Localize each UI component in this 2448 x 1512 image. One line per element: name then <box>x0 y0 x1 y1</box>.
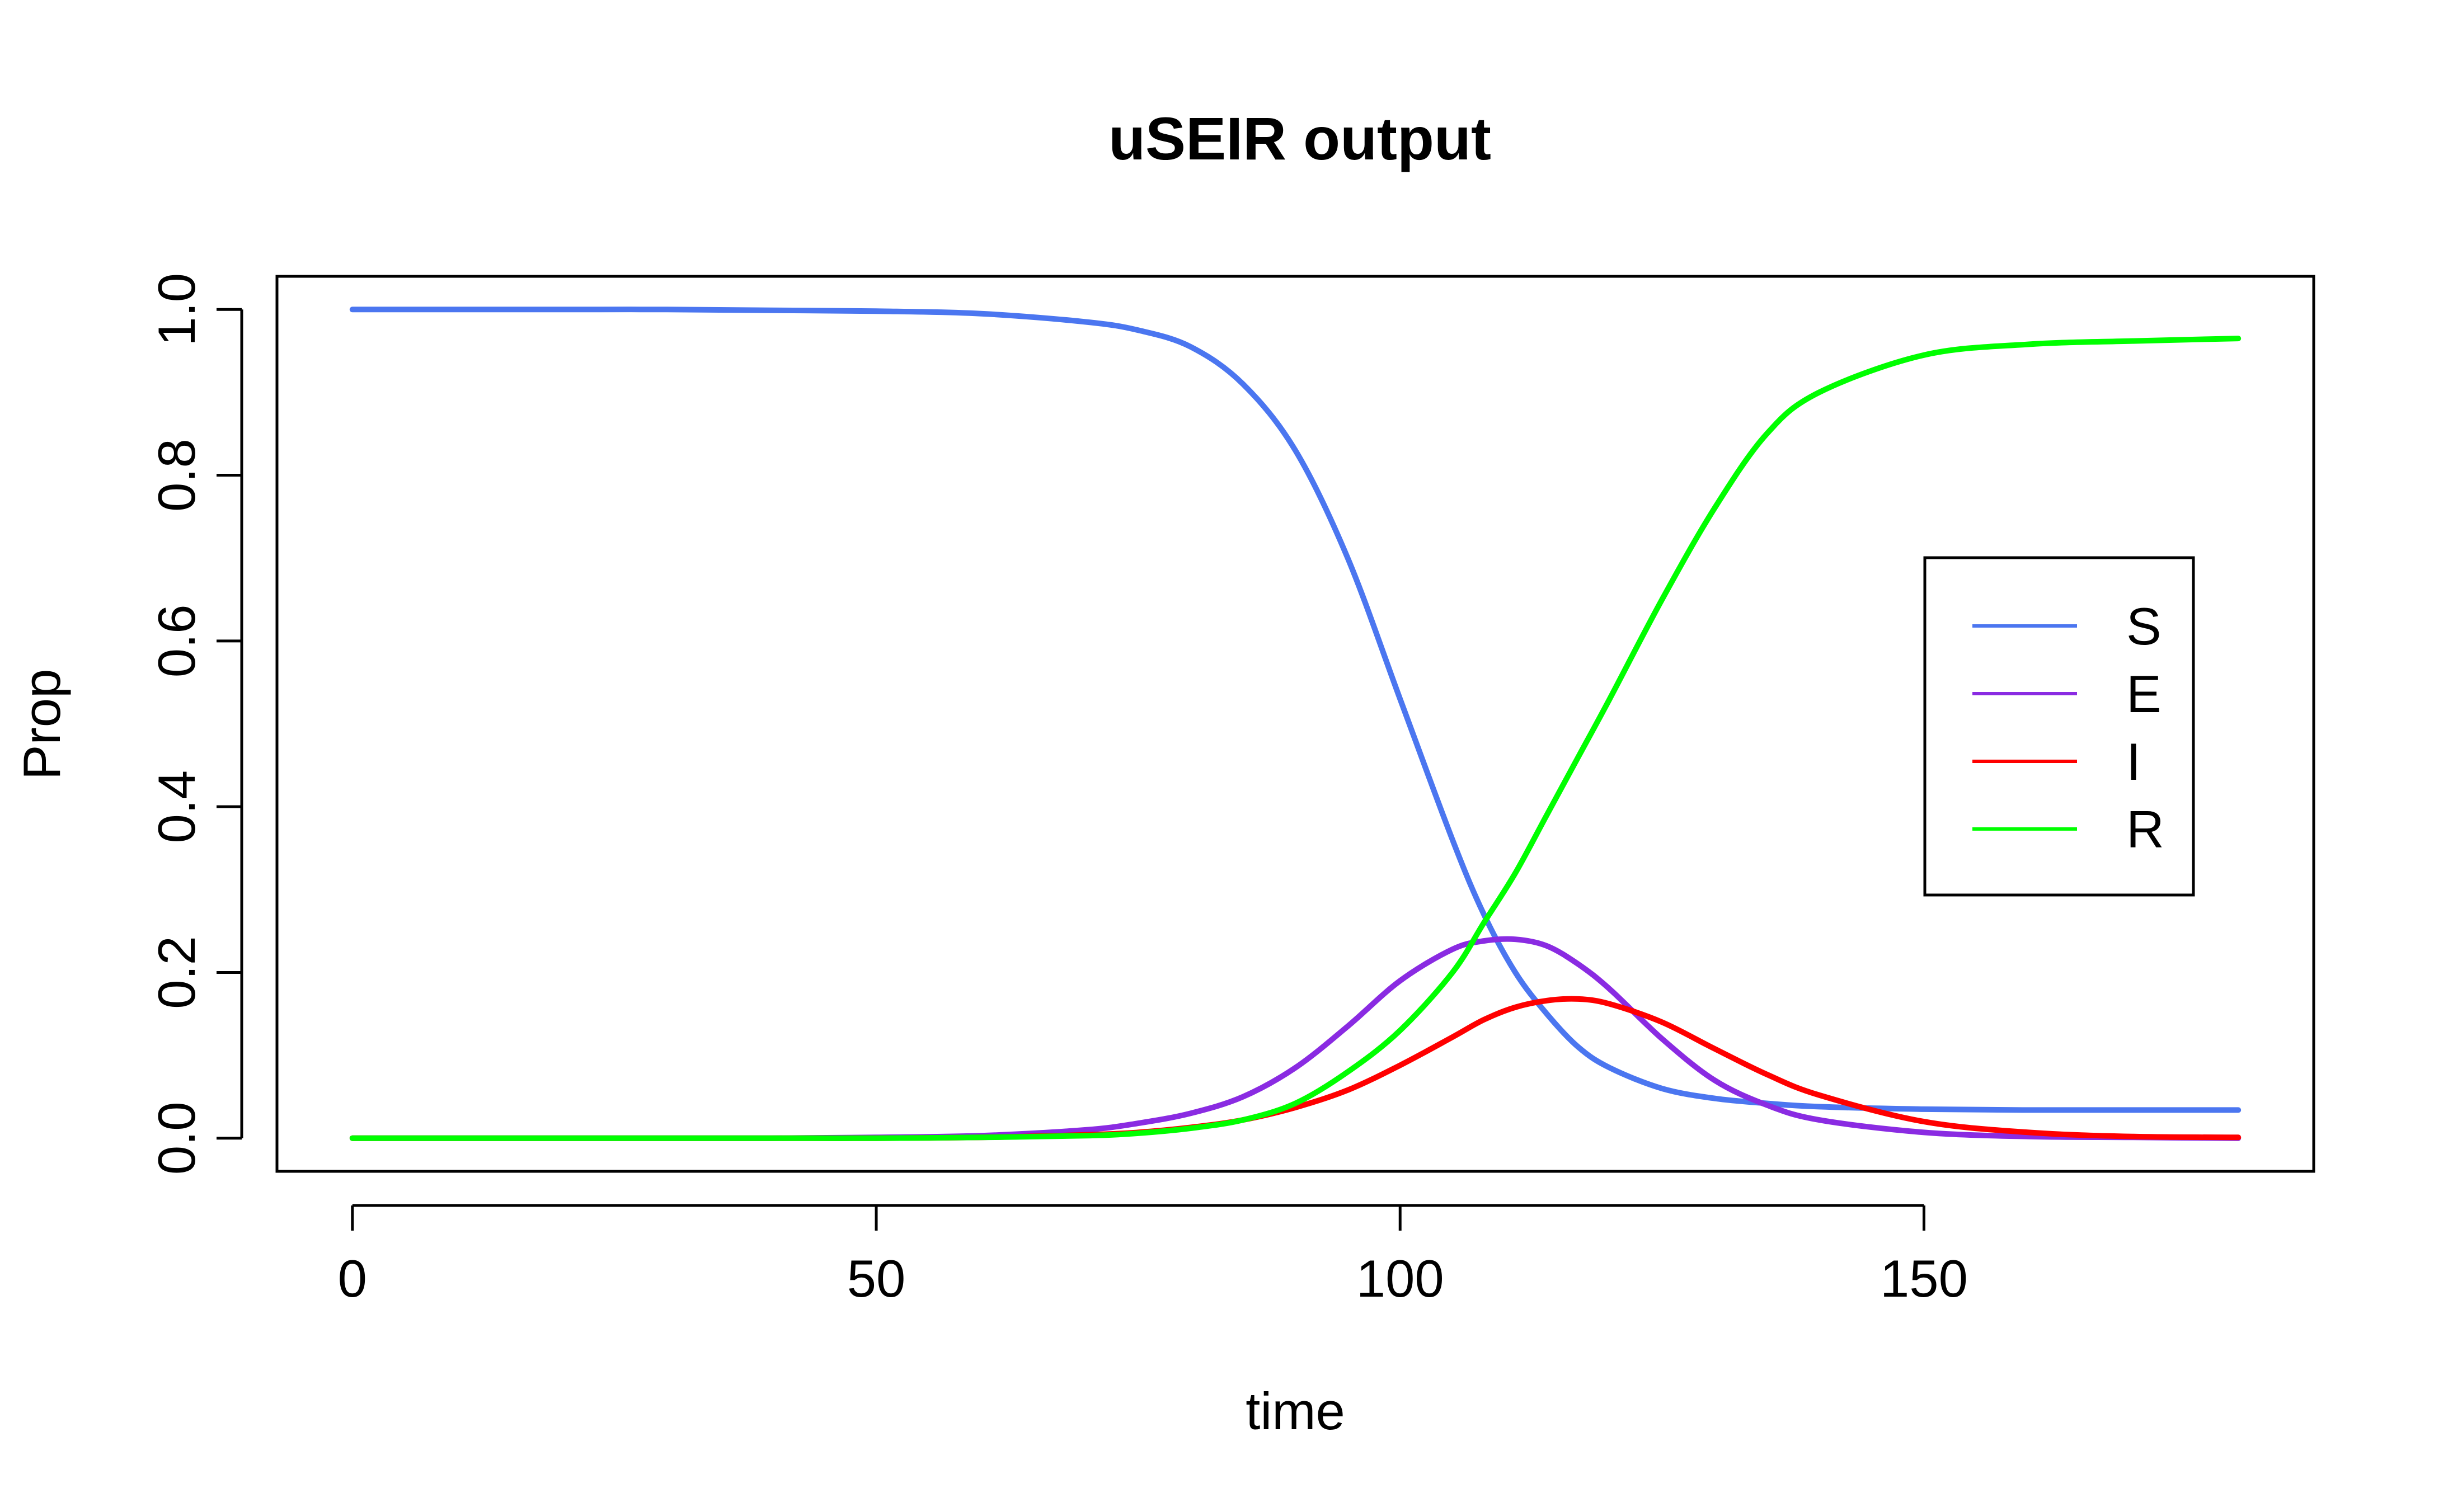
y-tick-label: 0.4 <box>147 770 206 844</box>
x-tick-label: 0 <box>338 1249 367 1308</box>
y-tick-label: 0.2 <box>147 936 206 1009</box>
plot-frame <box>275 275 2315 1173</box>
legend-label-e: E <box>2126 665 2162 723</box>
series-lines <box>349 307 2242 1141</box>
legend-label-i: I <box>2126 732 2141 791</box>
legend-label-s: S <box>2126 597 2162 656</box>
y-tick-label: 0.6 <box>147 605 206 678</box>
x-tick-label: 50 <box>847 1249 906 1308</box>
y-tick-label: 1.0 <box>147 273 206 346</box>
x-axis: 0 50 100 150 <box>338 1204 1968 1308</box>
y-axis: 0.0 0.2 0.4 0.6 0.8 1.0 <box>147 273 243 1175</box>
y-tick-label: 0.0 <box>147 1101 206 1175</box>
x-tick-label: 100 <box>1356 1249 1444 1308</box>
y-axis-label: Prop <box>12 669 71 780</box>
legend-label-r: R <box>2126 800 2164 859</box>
series-line-r <box>349 336 2242 1141</box>
y-tick-label: 0.8 <box>147 439 206 512</box>
x-axis-label: time <box>1246 1382 1345 1440</box>
chart-title: uSEIR output <box>1108 105 1491 172</box>
legend: SEIR <box>1923 556 2195 897</box>
series-line-s <box>349 307 2242 1113</box>
x-tick-label: 150 <box>1880 1249 1968 1308</box>
legend-box <box>1923 556 2195 897</box>
